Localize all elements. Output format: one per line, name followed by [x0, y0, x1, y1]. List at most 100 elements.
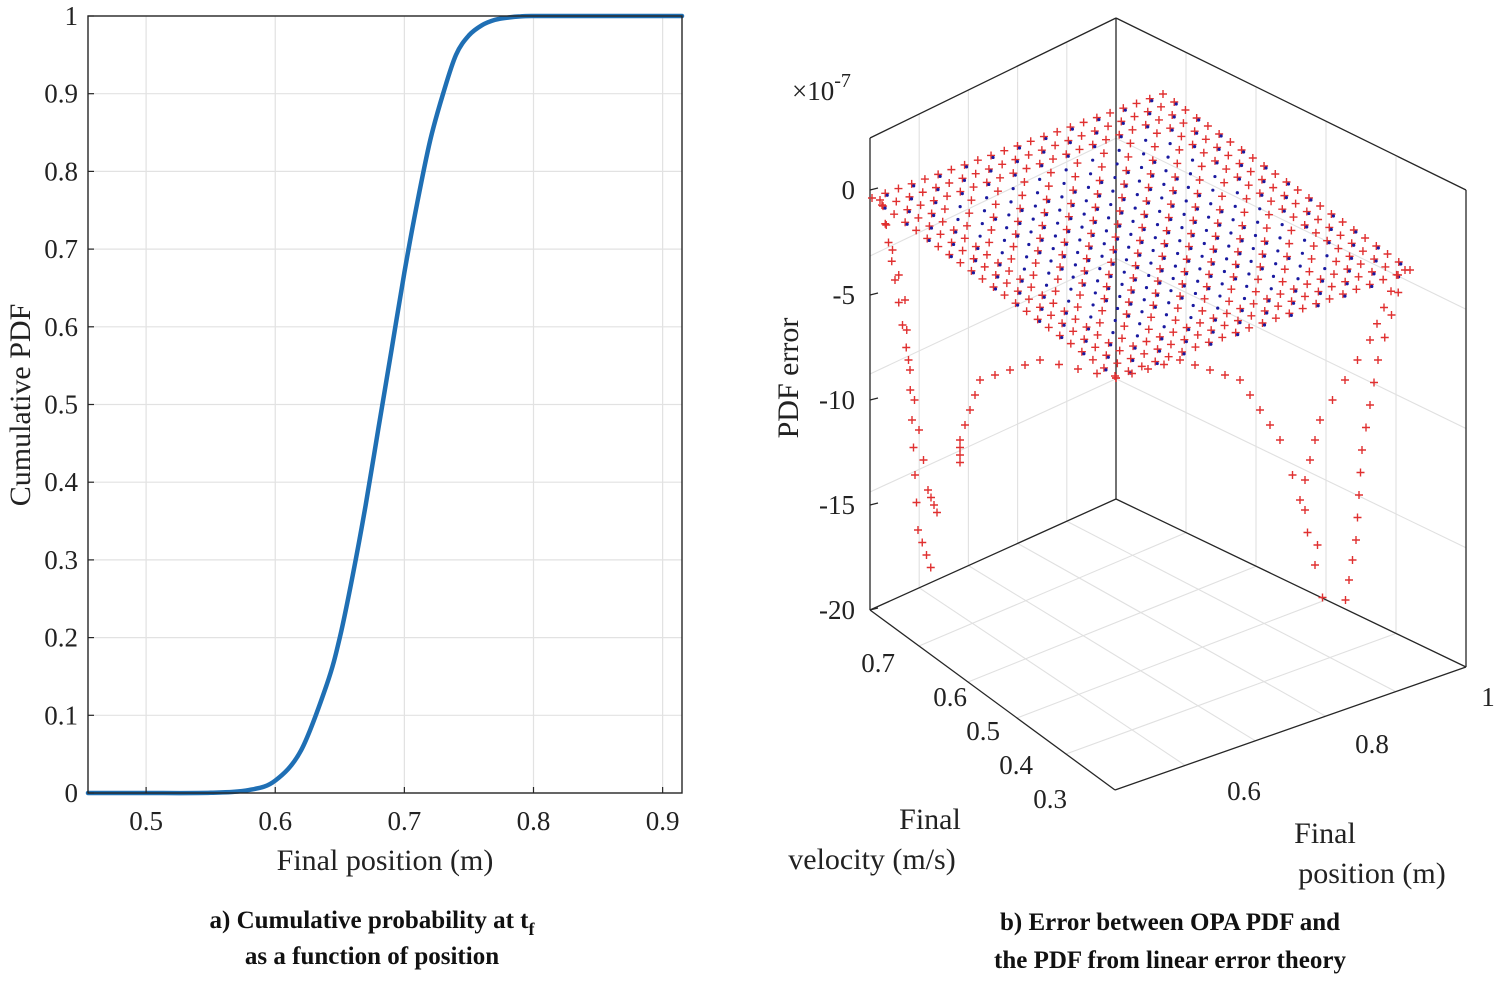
right-plus-marker — [1127, 286, 1136, 295]
right-plus-marker — [1109, 245, 1118, 254]
right-dot-marker — [1276, 249, 1280, 253]
right-plus-marker — [1236, 376, 1244, 384]
left-grid — [88, 15, 682, 794]
right-plus-marker — [1140, 349, 1149, 358]
right-dot-marker — [1117, 148, 1121, 152]
right-dot-marker — [1236, 264, 1240, 269]
right-error-markers — [868, 90, 1414, 604]
right-y-tick-label: 0.3 — [1033, 784, 1067, 814]
right-plus-marker — [1136, 236, 1144, 245]
right-dot-marker — [1170, 128, 1174, 132]
right-dot-marker — [1102, 242, 1106, 246]
right-plus-marker — [1288, 471, 1297, 479]
right-dot-marker — [1113, 175, 1117, 180]
right-z-tick-label: -5 — [833, 280, 856, 310]
right-plus-marker — [1099, 363, 1108, 372]
right-plus-marker — [1062, 150, 1071, 159]
right-dot-marker — [1131, 290, 1135, 294]
right-plus-marker — [1271, 314, 1280, 323]
right-dot-marker — [912, 184, 916, 188]
right-plus-marker — [1225, 297, 1234, 306]
right-plus-marker — [1262, 224, 1271, 233]
right-dot-marker — [1000, 251, 1004, 255]
right-plus-marker — [1229, 272, 1238, 281]
right-plus-marker — [1256, 262, 1265, 271]
right-plus-marker — [901, 296, 909, 304]
right-plus-marker — [888, 246, 897, 254]
right-plus-marker — [1289, 213, 1298, 222]
right-plus-marker — [1227, 285, 1236, 294]
right-plus-marker — [1138, 223, 1147, 232]
right-dot-marker — [1044, 213, 1049, 217]
right-dot-marker — [1260, 193, 1264, 197]
right-plus-marker — [1162, 226, 1171, 235]
right-dot-marker — [1100, 254, 1104, 258]
right-plus-marker — [912, 226, 921, 235]
right-plus-marker — [1092, 113, 1101, 122]
right-plus-marker — [1129, 273, 1138, 282]
right-plus-marker — [1144, 365, 1152, 373]
right-plus-marker — [910, 396, 919, 404]
right-dot-marker — [1018, 221, 1022, 226]
right-dot-marker — [1027, 242, 1031, 247]
right-plus-marker — [1178, 280, 1187, 289]
right-plus-marker — [1078, 279, 1087, 288]
right-plus-marker — [1282, 178, 1291, 186]
right-dot-marker — [1216, 306, 1220, 310]
right-dot-marker — [1146, 201, 1151, 205]
right-plus-marker — [1007, 254, 1016, 263]
right-box-edge — [869, 17, 1117, 139]
right-dot-marker — [1087, 259, 1091, 263]
right-plus-marker — [934, 170, 943, 179]
right-dot-marker — [1042, 225, 1046, 230]
right-plus-marker — [890, 210, 899, 219]
right-plus-marker — [1074, 365, 1082, 373]
right-plus-marker — [1358, 446, 1366, 454]
right-plus-marker — [905, 192, 914, 201]
right-dot-marker — [1284, 196, 1289, 200]
right-plus-marker — [923, 234, 932, 243]
right-dot-marker — [1068, 141, 1072, 145]
right-dot-marker — [1091, 303, 1095, 307]
right-plus-marker — [1018, 191, 1027, 200]
right-plus-marker — [1029, 271, 1038, 280]
right-plus-marker — [1211, 232, 1220, 241]
right-plus-marker — [1311, 436, 1319, 444]
right-y-tick-label: 0.6 — [933, 682, 967, 712]
right-dot-marker — [1282, 209, 1286, 213]
right-plus-marker — [1100, 294, 1109, 303]
right-dot-marker — [1171, 204, 1175, 208]
right-dot-marker — [1142, 227, 1146, 232]
right-plus-marker — [1305, 267, 1314, 276]
right-dot-marker — [1156, 293, 1160, 297]
right-dot-marker — [1325, 254, 1329, 258]
right-plus-marker — [1182, 323, 1191, 332]
right-dot-marker — [1200, 254, 1204, 258]
left-x-axis-label: Final position (m) — [277, 844, 494, 877]
right-x-tick-label: 0.6 — [1227, 776, 1261, 806]
right-dot-marker — [1166, 155, 1170, 159]
right-plus-marker — [1000, 291, 1009, 300]
right-dot-marker — [1245, 284, 1249, 288]
right-plus-marker — [1191, 361, 1199, 369]
right-plus-marker — [956, 443, 964, 452]
right-plus-marker — [1274, 302, 1283, 311]
right-dot-marker — [1098, 267, 1102, 271]
right-dot-marker — [1155, 223, 1160, 227]
right-plus-marker — [876, 196, 884, 204]
right-plus-marker — [1124, 152, 1133, 161]
right-dot-marker — [1238, 252, 1242, 256]
right-plus-marker — [989, 283, 998, 291]
right-dot-marker — [1305, 225, 1309, 229]
right-plus-marker — [1267, 197, 1276, 206]
right-dot-marker — [1138, 253, 1142, 257]
right-plus-marker — [966, 406, 974, 414]
right-plus-marker — [1238, 221, 1247, 230]
right-dot-marker — [960, 192, 964, 196]
right-dot-marker — [1150, 99, 1154, 103]
right-dot-marker — [1251, 246, 1255, 251]
right-dot-marker — [1176, 251, 1180, 256]
right-dot-marker — [1097, 194, 1102, 198]
right-dot-marker — [1218, 294, 1222, 298]
right-dot-marker — [1265, 311, 1269, 315]
